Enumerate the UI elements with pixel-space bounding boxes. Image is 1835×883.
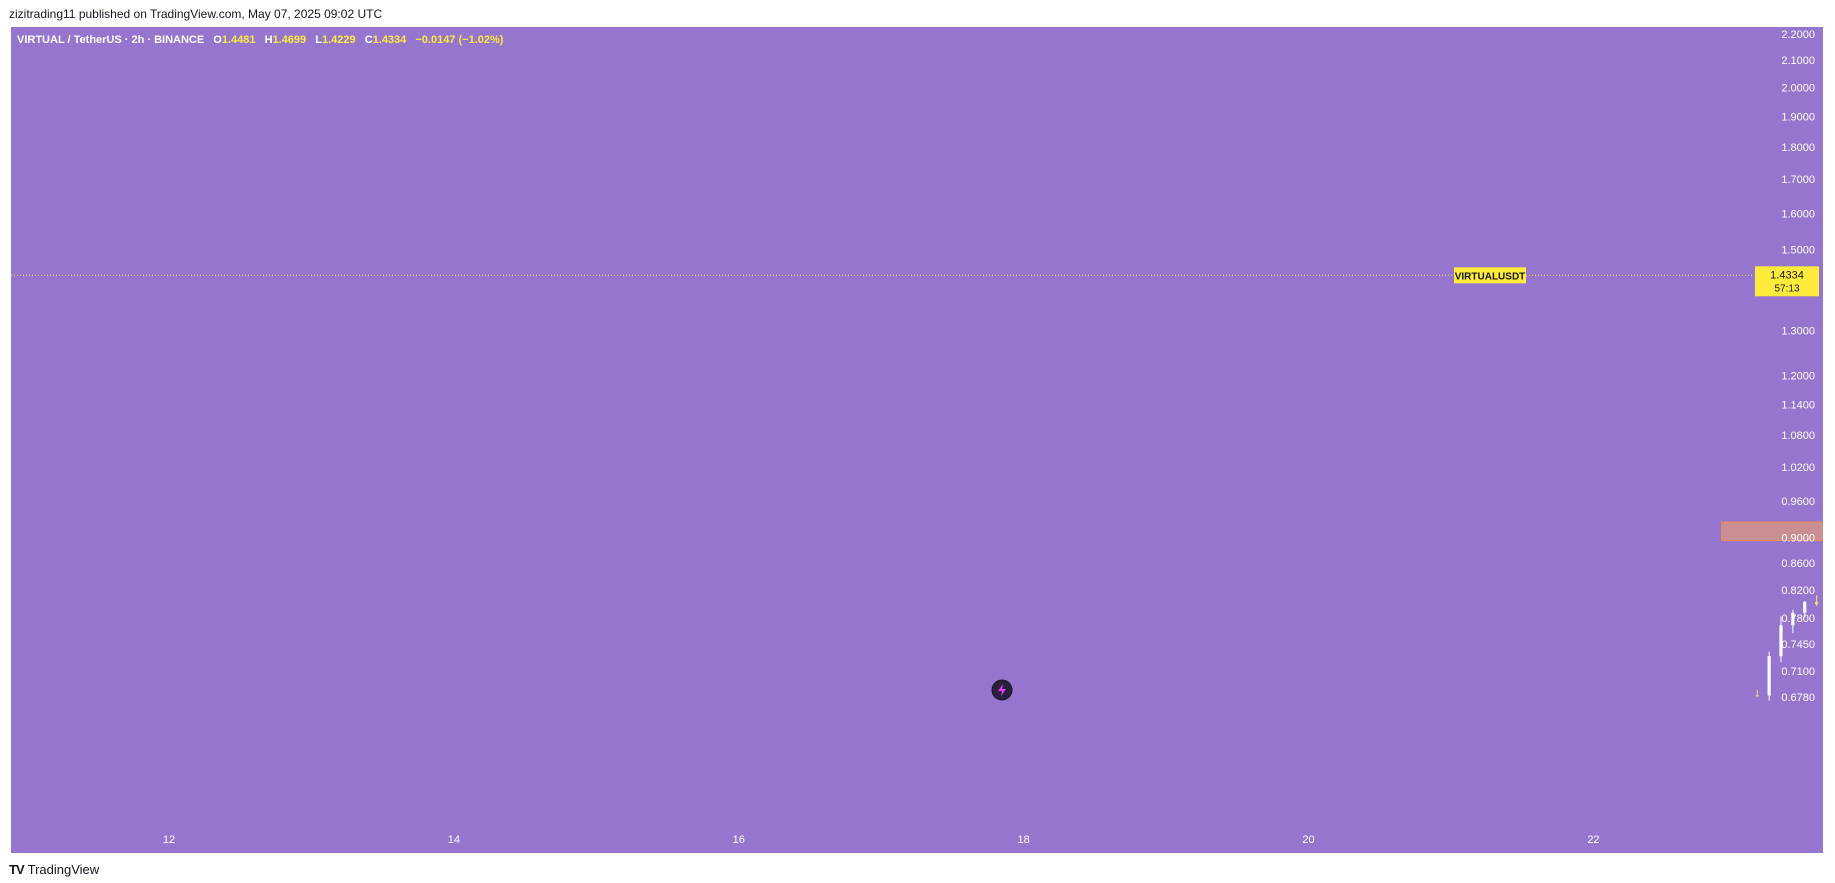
price-tick-label: 0.9600: [1781, 496, 1815, 508]
candle-body: [1791, 612, 1795, 626]
publisher-text: zizitrading11 published on TradingView.c…: [9, 7, 383, 21]
price-axis[interactable]: 2.2000 2.1000 2.0000 1.9000 1.8000 1.7000 1.60…: [1781, 29, 1815, 704]
zone-box-2: [1721, 521, 1823, 542]
candles-layer: [1755, 595, 1819, 701]
open-key: O: [213, 34, 222, 46]
time-tick-label: 20: [1302, 834, 1314, 846]
candle-body: [1767, 656, 1771, 696]
candle-body: [1815, 601, 1819, 605]
price-tick-label: 0.8600: [1781, 558, 1815, 570]
open-value: 1.4481: [221, 34, 256, 46]
price-tick-label: 1.2000: [1781, 370, 1815, 382]
high-key: H: [264, 34, 273, 46]
candle-body: [1755, 695, 1759, 697]
high-value: 1.4699: [272, 34, 307, 46]
price-tick-label: 1.3000: [1781, 325, 1815, 337]
price-tick-label: 1.7000: [1781, 174, 1815, 186]
price-tick-label: 1.8000: [1781, 142, 1815, 154]
price-tick-label: 2.0000: [1781, 83, 1815, 95]
price-tick-label: 0.7800: [1781, 613, 1815, 625]
tradingview-logo-icon: TV: [9, 862, 25, 877]
time-tick-label: 14: [448, 834, 460, 846]
low-key: L: [315, 34, 322, 46]
price-tick-label: 1.9000: [1781, 112, 1815, 124]
time-tick-label: 18: [1018, 834, 1030, 846]
tradingview-logo[interactable]: TV TradingView: [9, 862, 99, 877]
price-tick-label: 1.0200: [1781, 462, 1815, 474]
footer-bar: TV TradingView: [0, 853, 1835, 883]
price-tag-value: 1.4334: [1770, 269, 1804, 281]
price-tick-label: 1.6000: [1781, 208, 1815, 220]
time-axis[interactable]: 121416182022242628May3579111315171921: [163, 834, 1823, 846]
symbol-tag-label: VIRTUALUSDT: [1455, 271, 1526, 282]
time-tick-label: 12: [163, 834, 175, 846]
price-tick-label: 0.9000: [1781, 532, 1815, 544]
countdown-value: 57:13: [1774, 283, 1799, 294]
price-tick-label: 0.7450: [1781, 639, 1815, 651]
price-tick-label: 0.8200: [1781, 585, 1815, 597]
candle-body: [1779, 625, 1783, 657]
candle-body: [1803, 601, 1807, 613]
price-tick-label: 1.0800: [1781, 430, 1815, 442]
symbol-tag: [1454, 267, 1526, 284]
lightning-icon[interactable]: [991, 679, 1013, 701]
change-value: −0.0147 (−1.02%): [415, 34, 504, 46]
lightning-bolt-icon: [998, 684, 1006, 696]
symbol-label: VIRTUAL / TetherUS · 2h · BINANCE: [17, 34, 205, 46]
close-value: 1.4334: [372, 34, 407, 46]
low-value: 1.4229: [321, 34, 356, 46]
price-tick-label: 2.2000: [1781, 29, 1815, 41]
chart-area[interactable]: 1.56240.9112 2.20002.10002.00001.90001.8…: [11, 27, 1823, 853]
price-tick-label: 0.6780: [1781, 692, 1815, 704]
close-key: C: [364, 34, 373, 46]
zones-layer: [1721, 521, 1823, 542]
price-chart[interactable]: 1.56240.9112 2.20002.10002.00001.90001.8…: [11, 27, 1823, 853]
time-tick-label: 22: [1587, 834, 1599, 846]
price-tick-label: 0.7100: [1781, 666, 1815, 678]
publisher-bar: zizitrading11 published on TradingView.c…: [0, 0, 1835, 27]
ohlc-legend: VIRTUAL / TetherUS · 2h · BINANCE O1.448…: [17, 34, 503, 46]
price-tick-label: 2.1000: [1781, 55, 1815, 67]
price-tick-label: 1.5000: [1781, 245, 1815, 257]
price-tag: [1755, 266, 1819, 297]
price-tick-label: 1.1400: [1781, 399, 1815, 411]
tradingview-brand-text: TradingView: [27, 862, 100, 877]
time-tick-label: 16: [733, 834, 745, 846]
current-price-layer: VIRTUALUSDT 1.4334 57:13: [11, 266, 1819, 297]
